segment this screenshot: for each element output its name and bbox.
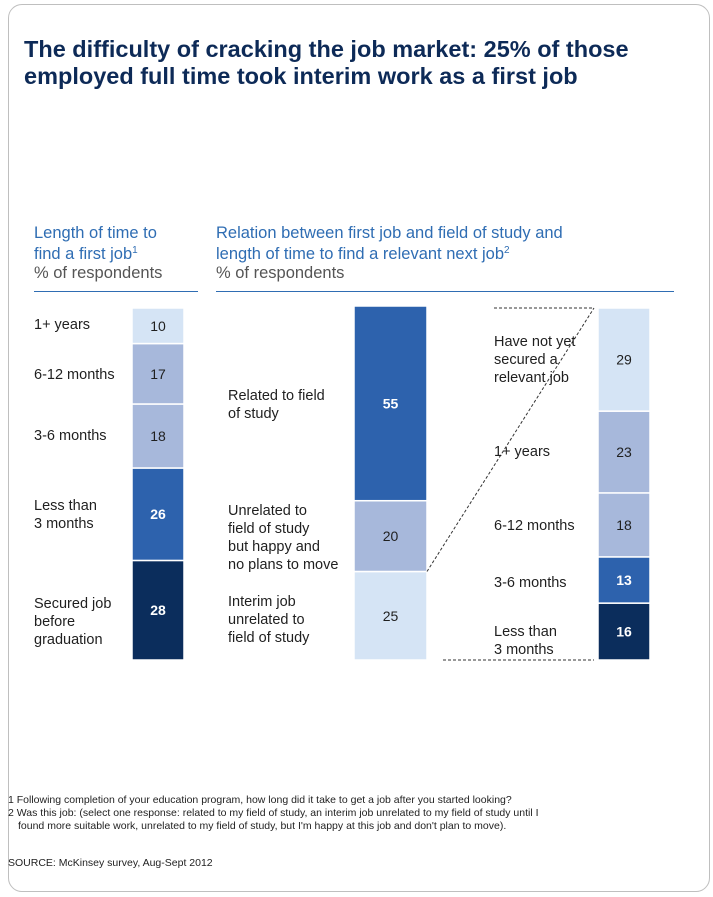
right-label-6-12-months: 6-12 months bbox=[494, 518, 575, 534]
footnote-2-line2: found more suitable work, unrelated to m… bbox=[18, 820, 507, 832]
first-job-value-less-than-3-months: 26 bbox=[150, 506, 166, 522]
right-label-3-6-months: 3-6 months bbox=[494, 575, 567, 591]
next-job-bar-less-than-3-months bbox=[597, 602, 651, 661]
right-heading-line2: length of time to find a relevant next j… bbox=[216, 245, 510, 263]
first-job-bar-3-6-months bbox=[131, 403, 185, 469]
page-title: The difficulty of cracking the job marke… bbox=[24, 36, 629, 89]
first-job-value-1-years: 10 bbox=[150, 318, 166, 334]
right-panel-heading: Relation between first job and field of … bbox=[216, 224, 563, 263]
first-job-value-6-12-months: 17 bbox=[150, 366, 166, 382]
relation-value-unrelated-to-field-of-study-but-happy-and-no-plans-to-move: 20 bbox=[383, 528, 399, 544]
left-heading-line1: Length of time to bbox=[34, 224, 157, 242]
first-job-bar-secured-job-before-graduation bbox=[131, 559, 185, 661]
first-job-value-3-6-months: 18 bbox=[150, 428, 166, 444]
next-job-value-less-than-3-months: 16 bbox=[616, 624, 632, 640]
first-job-value-secured-job-before-graduation: 28 bbox=[150, 602, 166, 618]
left-heading-footnote-ref: 1 bbox=[132, 245, 138, 256]
relation-bar-unrelated-to-field-of-study-but-happy-and-no-plans-to-move bbox=[353, 499, 428, 573]
next-job-bar-3-6-months bbox=[597, 556, 651, 604]
left-heading-line2: find a first job1 bbox=[34, 245, 138, 263]
left-panel-heading: Length of time to find a first job1 bbox=[34, 224, 157, 263]
relation-bar-interim-job-unrelated-to-field-of-study bbox=[353, 570, 428, 661]
right-label-1plus-years: 1+ years bbox=[494, 444, 551, 460]
left-label-1plus-years: 1+ years bbox=[34, 317, 91, 333]
next-job-value-3-6-months: 13 bbox=[616, 572, 632, 588]
left-label-less-than-3-months: Less than 3 months bbox=[34, 498, 97, 532]
relation-value-related-to-field-of-study: 55 bbox=[383, 395, 399, 411]
left-panel-rule bbox=[34, 291, 198, 292]
first-job-bar-6-12-months bbox=[131, 342, 185, 405]
left-panel-subtitle: % of respondents bbox=[34, 264, 163, 282]
next-job-value-1-years: 23 bbox=[616, 444, 632, 460]
left-label-secured-before-graduation: Secured job before graduation bbox=[34, 596, 112, 648]
right-label-not-yet-secured: Have not yet secured a relevant job bbox=[494, 334, 576, 386]
relation-value-interim-job-unrelated-to-field-of-study: 25 bbox=[383, 608, 399, 624]
chart-frame bbox=[8, 4, 710, 892]
middle-label-interim: Interim job unrelated to field of study bbox=[228, 594, 310, 646]
next-job-value-6-12-months: 18 bbox=[616, 517, 632, 533]
right-heading-line1: Relation between first job and field of … bbox=[216, 224, 563, 242]
first-job-bar-less-than-3-months bbox=[131, 467, 185, 562]
source-note: SOURCE: McKinsey survey, Aug-Sept 2012 bbox=[8, 857, 213, 869]
left-label-6-12-months: 6-12 months bbox=[34, 367, 115, 383]
left-label-3-6-months: 3-6 months bbox=[34, 428, 107, 444]
footnote-2-line1: 2 Was this job: (select one response: re… bbox=[8, 807, 539, 819]
middle-label-related: Related to field of study bbox=[228, 388, 325, 422]
relation-bar-related-to-field-of-study bbox=[353, 305, 428, 502]
footnote-1: 1 Following completion of your education… bbox=[8, 794, 512, 806]
first-job-bar-1-years bbox=[131, 307, 185, 345]
next-job-bar-have-not-yet-secured-a-relevant-job bbox=[597, 307, 651, 412]
right-label-less-than-3-months: Less than 3 months bbox=[494, 624, 557, 658]
next-job-value-have-not-yet-secured-a-relevant-job: 29 bbox=[616, 352, 632, 368]
middle-label-unrelated-happy: Unrelated to field of study but happy and n… bbox=[228, 503, 339, 573]
next-job-bar-6-12-months bbox=[597, 492, 651, 558]
right-panel-subtitle: % of respondents bbox=[216, 264, 345, 282]
right-panel-rule bbox=[216, 291, 674, 292]
connector-top-line bbox=[426, 307, 595, 572]
right-heading-footnote-ref: 2 bbox=[504, 245, 510, 256]
